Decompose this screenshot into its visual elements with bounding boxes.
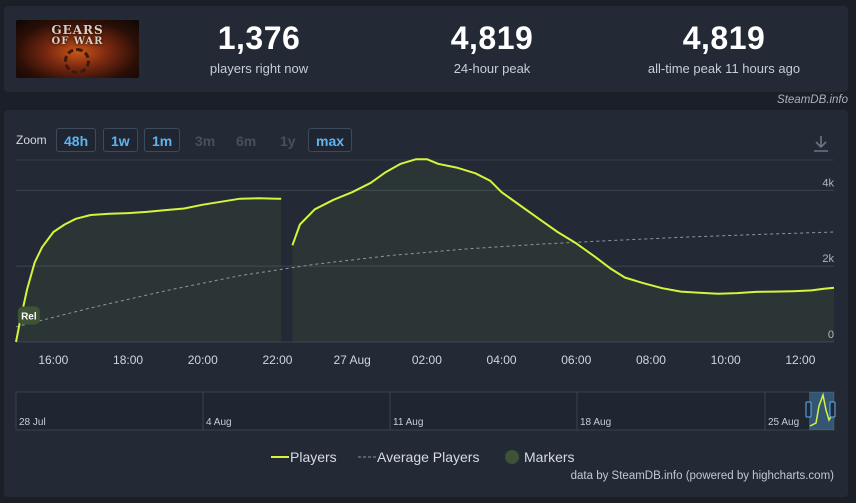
stat-label: players right now [209,61,309,76]
x-tick-label: 27 Aug [333,353,370,367]
players-area [292,159,834,342]
data-credit: data by SteamDB.info (powered by highcha… [570,470,834,482]
y-tick-label: 2k [822,253,834,265]
x-tick-label: 10:00 [711,353,741,367]
navigator-date-label: 11 Aug [393,417,423,428]
x-tick-label: 22:00 [262,353,292,367]
navigator-date-label: 25 Aug [768,417,799,428]
stat-value: 4,819 [682,20,766,56]
stat-value: 1,376 [217,20,301,56]
average-line-icon [358,456,376,458]
navigator-mini-line [809,392,834,427]
chart-legend: Players Average Players Markers [4,446,848,468]
release-marker-label: Rel [21,311,37,322]
marker-dot-icon [505,450,519,464]
steamdb-credit: SteamDB.info [777,94,848,106]
logo-text: GEARS OF WAR [51,23,104,47]
player-chart: 0 2k 4k 16:00 18:00 20:00 22:00 27 Aug 02:00 04:0… [15,158,836,431]
game-logo[interactable]: GEARS OF WAR [16,20,139,78]
x-tick-label: 16:00 [38,353,68,367]
x-tick-label: 04:00 [487,353,517,367]
stats-card: GEARS OF WAR 1,376 players right now 4,8… [4,6,848,92]
day-peak-stat: 4,819 24-hour peak [382,20,602,76]
x-tick-label: 02:00 [412,353,442,367]
players-line [291,158,835,295]
navigator-left-handle[interactable] [805,401,812,418]
stat-value: 4,819 [450,20,534,56]
y-tick-label: 4k [822,177,834,189]
zoom-1w-button[interactable]: 1w [103,128,138,152]
all-time-peak-stat: 4,819 all-time peak 11 hours ago [614,20,834,76]
chart-card: Zoom 48h 1w 1m 3m 6m 1y max 0 2k 4k 16:00 18… [4,110,848,497]
zoom-label: Zoom [16,133,47,147]
stat-label: all-time peak 11 hours ago [647,61,801,76]
players-line [15,197,282,343]
x-tick-label: 20:00 [188,353,218,367]
navigator[interactable] [15,391,835,431]
legend-label: Markers [524,449,575,465]
navigator-date-label: 28 Jul [19,417,46,428]
legend-label: Players [290,449,337,465]
navigator-date-label: 18 Aug [580,417,611,428]
zoom-max-button[interactable]: max [308,128,353,152]
cog-emblem-icon [64,48,90,74]
zoom-48h-button[interactable]: 48h [56,128,97,152]
zoom-3m-button[interactable]: 3m [195,133,216,149]
download-icon[interactable] [812,134,830,154]
players-line-icon [271,456,289,458]
x-tick-label: 06:00 [561,353,591,367]
release-marker[interactable] [17,306,40,325]
y-tick-label: 0 [828,329,834,341]
x-tick-label: 08:00 [636,353,666,367]
players-area [16,198,282,342]
current-players-stat: 1,376 players right now [149,20,369,76]
legend-label: Average Players [377,449,480,465]
navigator-date-label: 4 Aug [206,417,232,428]
x-tick-label: 18:00 [113,353,143,367]
stat-label: 24-hour peak [453,61,531,76]
x-tick-label: 12:00 [785,353,815,367]
zoom-1m-button[interactable]: 1m [144,128,181,152]
navigator-right-handle[interactable] [829,401,836,418]
zoom-1y-button[interactable]: 1y [280,133,296,149]
average-players-line [15,231,835,328]
zoom-6m-button[interactable]: 6m [236,133,257,149]
